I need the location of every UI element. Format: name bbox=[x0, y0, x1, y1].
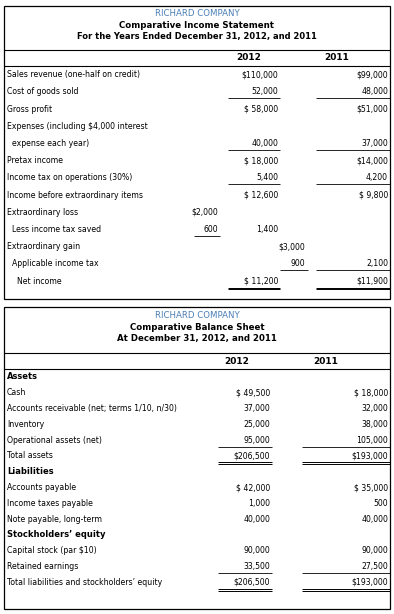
Text: $99,000: $99,000 bbox=[357, 70, 388, 79]
Text: $ 58,000: $ 58,000 bbox=[244, 104, 278, 114]
Text: 27,500: 27,500 bbox=[361, 562, 388, 571]
Text: Extraordinary gain: Extraordinary gain bbox=[7, 242, 80, 251]
Text: RICHARD COMPANY: RICHARD COMPANY bbox=[154, 9, 240, 18]
Text: 25,000: 25,000 bbox=[243, 420, 270, 429]
Text: $193,000: $193,000 bbox=[351, 578, 388, 587]
Text: Total liabilities and stockholders’ equity: Total liabilities and stockholders’ equi… bbox=[7, 578, 162, 587]
Text: $ 12,600: $ 12,600 bbox=[244, 190, 278, 200]
Text: 500: 500 bbox=[374, 499, 388, 508]
Text: Income taxes payable: Income taxes payable bbox=[7, 499, 93, 508]
Text: 32,000: 32,000 bbox=[361, 404, 388, 413]
Text: 105,000: 105,000 bbox=[356, 435, 388, 445]
Text: 1,400: 1,400 bbox=[256, 225, 278, 234]
Text: $11,900: $11,900 bbox=[356, 276, 388, 286]
Text: $2,000: $2,000 bbox=[191, 208, 218, 217]
Text: 95,000: 95,000 bbox=[243, 435, 270, 445]
Text: Assets: Assets bbox=[7, 373, 38, 381]
Text: 33,500: 33,500 bbox=[243, 562, 270, 571]
Text: Note payable, long-term: Note payable, long-term bbox=[7, 515, 102, 524]
Text: expense each year): expense each year) bbox=[7, 139, 89, 148]
Text: $ 18,000: $ 18,000 bbox=[354, 388, 388, 397]
Text: Liabilities: Liabilities bbox=[7, 467, 54, 476]
Text: 4,200: 4,200 bbox=[366, 173, 388, 182]
Text: Cash: Cash bbox=[7, 388, 26, 397]
Text: 2012: 2012 bbox=[225, 357, 249, 365]
Bar bbox=[4, 307, 390, 609]
Text: $206,500: $206,500 bbox=[234, 451, 270, 460]
Text: 2,100: 2,100 bbox=[366, 259, 388, 268]
Text: $3,000: $3,000 bbox=[278, 242, 305, 251]
Text: At December 31, 2012, and 2011: At December 31, 2012, and 2011 bbox=[117, 335, 277, 343]
Text: 38,000: 38,000 bbox=[361, 420, 388, 429]
Text: Pretax income: Pretax income bbox=[7, 156, 63, 165]
Bar bbox=[4, 6, 390, 299]
Text: Operational assets (net): Operational assets (net) bbox=[7, 435, 102, 445]
Text: $14,000: $14,000 bbox=[356, 156, 388, 165]
Text: $ 9,800: $ 9,800 bbox=[359, 190, 388, 200]
Text: RICHARD COMPANY: RICHARD COMPANY bbox=[154, 311, 240, 319]
Text: 600: 600 bbox=[203, 225, 218, 234]
Text: Accounts receivable (net; terms 1/10, n/30): Accounts receivable (net; terms 1/10, n/… bbox=[7, 404, 177, 413]
Text: 2011: 2011 bbox=[325, 53, 349, 63]
Text: Stockholders’ equity: Stockholders’ equity bbox=[7, 530, 106, 540]
Text: 40,000: 40,000 bbox=[251, 139, 278, 148]
Text: $ 49,500: $ 49,500 bbox=[236, 388, 270, 397]
Text: Comparative Balance Sheet: Comparative Balance Sheet bbox=[130, 322, 264, 332]
Text: $ 18,000: $ 18,000 bbox=[244, 156, 278, 165]
Text: 40,000: 40,000 bbox=[243, 515, 270, 524]
Text: For the Years Ended December 31, 2012, and 2011: For the Years Ended December 31, 2012, a… bbox=[77, 33, 317, 42]
Text: Income before extraordinary items: Income before extraordinary items bbox=[7, 190, 143, 200]
Text: 5,400: 5,400 bbox=[256, 173, 278, 182]
Text: Less income tax saved: Less income tax saved bbox=[7, 225, 101, 234]
Text: 48,000: 48,000 bbox=[361, 87, 388, 96]
Text: 37,000: 37,000 bbox=[361, 139, 388, 148]
Text: Capital stock (par $10): Capital stock (par $10) bbox=[7, 546, 97, 555]
Text: Sales revenue (one-half on credit): Sales revenue (one-half on credit) bbox=[7, 70, 140, 79]
Text: Gross profit: Gross profit bbox=[7, 104, 52, 114]
Text: Accounts payable: Accounts payable bbox=[7, 483, 76, 492]
Text: Inventory: Inventory bbox=[7, 420, 44, 429]
Text: 40,000: 40,000 bbox=[361, 515, 388, 524]
Text: Retained earnings: Retained earnings bbox=[7, 562, 78, 571]
Text: $206,500: $206,500 bbox=[234, 578, 270, 587]
Text: Total assets: Total assets bbox=[7, 451, 53, 460]
Text: Cost of goods sold: Cost of goods sold bbox=[7, 87, 78, 96]
Text: Net income: Net income bbox=[7, 276, 61, 286]
Text: $193,000: $193,000 bbox=[351, 451, 388, 460]
Text: 2011: 2011 bbox=[314, 357, 338, 365]
Text: 52,000: 52,000 bbox=[251, 87, 278, 96]
Text: $110,000: $110,000 bbox=[241, 70, 278, 79]
Text: Income tax on operations (30%): Income tax on operations (30%) bbox=[7, 173, 132, 182]
Text: $ 42,000: $ 42,000 bbox=[236, 483, 270, 492]
Text: 37,000: 37,000 bbox=[243, 404, 270, 413]
Text: 2012: 2012 bbox=[236, 53, 262, 63]
Text: Applicable income tax: Applicable income tax bbox=[7, 259, 98, 268]
Text: Expenses (including $4,000 interest: Expenses (including $4,000 interest bbox=[7, 122, 148, 131]
Text: $ 35,000: $ 35,000 bbox=[354, 483, 388, 492]
Text: Extraordinary loss: Extraordinary loss bbox=[7, 208, 78, 217]
Text: 90,000: 90,000 bbox=[361, 546, 388, 555]
Text: $ 11,200: $ 11,200 bbox=[243, 276, 278, 286]
Text: 900: 900 bbox=[290, 259, 305, 268]
Text: 90,000: 90,000 bbox=[243, 546, 270, 555]
Text: Comparative Income Statement: Comparative Income Statement bbox=[119, 20, 275, 29]
Text: $51,000: $51,000 bbox=[356, 104, 388, 114]
Text: 1,000: 1,000 bbox=[248, 499, 270, 508]
